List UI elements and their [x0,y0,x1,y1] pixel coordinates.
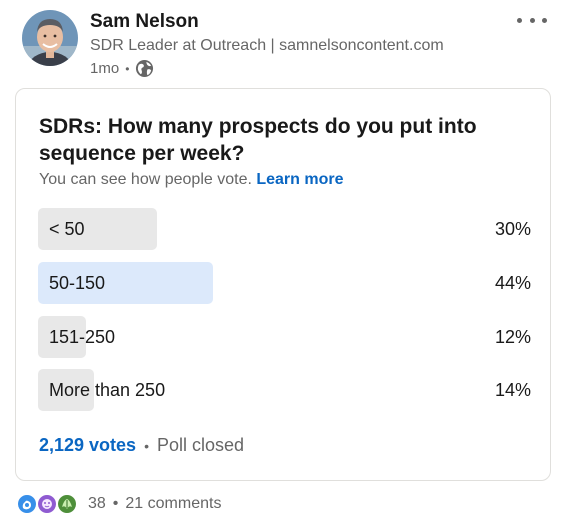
poll-option-bar [38,208,157,250]
reaction-count[interactable]: 38 [88,495,106,512]
social-counts: 38 • 21 comments [16,493,221,515]
poll-visibility-note: You can see how people vote. Learn more [39,171,344,189]
poll-note-text: You can see how people vote. [39,171,252,188]
learn-more-link[interactable]: Learn more [256,171,344,188]
poll-option-percent: 14% [494,380,531,400]
celebrate-icon [16,493,38,515]
meta-separator: • [125,61,130,76]
poll-option[interactable]: 151-250 12% [38,316,531,358]
post-meta: 1mo • [90,59,154,78]
poll-option[interactable]: More than 250 14% [38,369,531,411]
poll-option-label: < 50 [49,219,85,239]
insightful-icon [56,493,78,515]
poll-footer: 2,129 votes • Poll closed [39,435,244,456]
curious-icon [36,493,58,515]
poll-question: SDRs: How many prospects do you put into… [39,115,477,165]
comments-link[interactable]: 21 comments [125,495,222,512]
more-options-button[interactable] [514,10,550,30]
poll-option-bar [38,369,94,411]
poll-option-bar [38,262,213,304]
author-headline: SDR Leader at Outreach | samnelsonconten… [90,37,444,54]
social-separator: • [112,495,119,512]
poll-option-percent: 12% [494,327,531,347]
poll-option-percent: 30% [494,219,531,239]
poll-option-label: 151-250 [49,327,116,347]
poll-option-label: More than 250 [49,380,166,400]
votes-link[interactable]: 2,129 votes [39,435,137,455]
globe-icon [136,59,154,78]
footer-separator: • [144,437,149,454]
reactions-button[interactable] [16,493,78,515]
more-horizontal-icon [517,17,522,23]
avatar-image [22,10,78,66]
poll-option[interactable]: 50-150 44% [38,262,531,304]
poll-option-label: 50-150 [49,273,106,293]
author-name[interactable]: Sam Nelson [90,11,199,32]
poll-card: SDRs: How many prospects do you put into… [15,88,551,481]
poll-option-bar [38,316,86,358]
avatar[interactable] [22,10,78,66]
poll-option-percent: 44% [494,273,531,293]
post-timestamp: 1mo [90,60,120,77]
post-header: Sam Nelson SDR Leader at Outreach | samn… [0,0,568,86]
poll-status: Poll closed [156,435,245,455]
poll-option[interactable]: < 50 30% [38,208,531,250]
